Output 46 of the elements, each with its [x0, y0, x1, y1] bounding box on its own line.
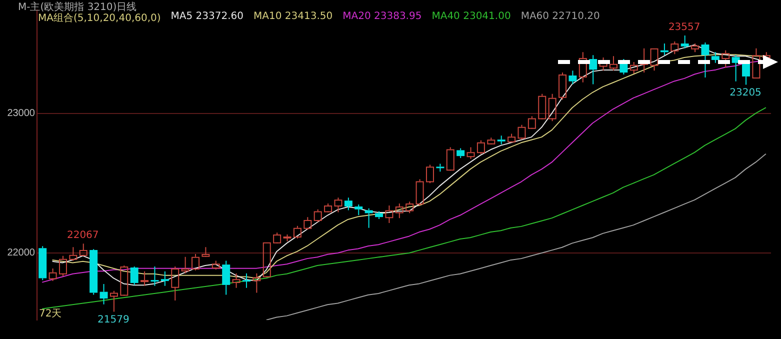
chart-title: M-主(欧美期指 3210)日线 [18, 0, 137, 13]
candlestick [202, 246, 210, 258]
legend-title: MA组合(5,10,20,40,60,0) [38, 12, 161, 25]
annotation: 23205 [730, 87, 762, 98]
candlestick [722, 50, 730, 68]
candlestick [344, 197, 352, 211]
candlestick [680, 35, 689, 49]
candlestick [150, 266, 159, 286]
text: MA20 23383.95 [342, 11, 422, 24]
candlestick [609, 56, 618, 72]
candlestick [100, 283, 108, 305]
candlestick [110, 290, 118, 312]
annotation: 21579 [98, 314, 130, 326]
annotation: 23557 [668, 22, 700, 34]
text: MA40 23041.00 [432, 11, 511, 24]
candlestick [252, 272, 261, 294]
candlestick [171, 266, 180, 301]
candlestick [232, 272, 240, 288]
candlestick [375, 210, 384, 220]
candlestick [354, 204, 363, 216]
candlestick [364, 208, 373, 228]
text: MA10 23413.50 [254, 11, 333, 24]
candlestick [385, 204, 394, 224]
candlestick [497, 135, 506, 145]
text: MA60 22710.20 [520, 11, 600, 24]
candlestick [38, 246, 47, 281]
candlestick [222, 260, 230, 296]
y-tick-label: 22000 [7, 248, 36, 259]
candlestick [140, 270, 149, 286]
candlestick [181, 256, 190, 274]
annotation: 72天 [39, 308, 62, 320]
candlestick [568, 70, 577, 85]
candlestick [701, 42, 710, 78]
candlestick [578, 52, 587, 83]
candlestick [589, 54, 598, 85]
y-tick-label: 23000 [7, 108, 36, 120]
candlestick [436, 163, 444, 172]
candlestick [130, 266, 138, 286]
candlestick [711, 52, 720, 64]
candlestick [69, 246, 78, 262]
candlestick [456, 148, 465, 159]
annotation: 22067 [66, 230, 99, 242]
candlestick [160, 270, 169, 286]
text: MA5 23372.60 [170, 11, 244, 24]
candlestick [395, 203, 404, 219]
candlestick [242, 272, 250, 288]
